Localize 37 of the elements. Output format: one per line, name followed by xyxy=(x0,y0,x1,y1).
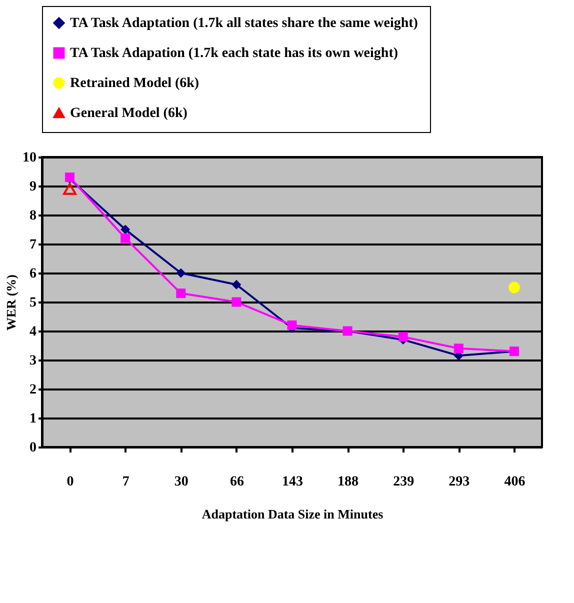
y-tick-label: 0 xyxy=(30,440,36,456)
point xyxy=(398,332,408,342)
legend-label: TA Task Adapation (1.7k each state has its own weight) xyxy=(70,46,398,61)
y-tick-label: 8 xyxy=(30,208,36,224)
y-tick-label: 3 xyxy=(30,354,36,368)
y-tick-label: 7 xyxy=(30,238,36,252)
x-tick-label: 66 xyxy=(230,474,244,490)
x-axis-title: Adaptation Data Size in Minutes xyxy=(202,506,384,522)
x-tick-label: 7 xyxy=(122,474,130,490)
y-tick-label: 5 xyxy=(30,296,36,310)
point xyxy=(508,282,520,294)
y-tick-label: 4 xyxy=(30,324,36,340)
legend-label: TA Task Adaptation (1.7k all states share the same weight) xyxy=(70,16,418,31)
x-tick-label: 293 xyxy=(448,474,470,490)
point xyxy=(120,233,130,243)
x-tick-label: 0 xyxy=(66,474,74,490)
point xyxy=(176,288,186,298)
x-tick-label: 30 xyxy=(174,474,188,490)
point xyxy=(120,224,130,234)
point xyxy=(232,280,242,290)
y-tick-label: 10 xyxy=(22,150,36,166)
y-axis-title: WER (%) xyxy=(4,274,18,330)
point xyxy=(63,182,76,195)
point xyxy=(454,344,464,354)
y-tick-label: 6 xyxy=(30,266,36,282)
legend-label: Retrained Model (6k) xyxy=(70,76,200,91)
point xyxy=(232,297,242,307)
point xyxy=(176,268,186,278)
x-tick-label: 188 xyxy=(338,474,359,490)
y-tick-label: 2 xyxy=(30,382,36,398)
x-tick-label: 239 xyxy=(393,474,414,490)
x-tick-label: 143 xyxy=(282,474,303,490)
x-tick-label: 406 xyxy=(504,474,526,490)
point xyxy=(287,320,297,330)
legend-label: General Model (6k) xyxy=(70,106,188,121)
y-tick-label: 1 xyxy=(30,412,36,426)
y-tick-label: 9 xyxy=(30,180,36,194)
